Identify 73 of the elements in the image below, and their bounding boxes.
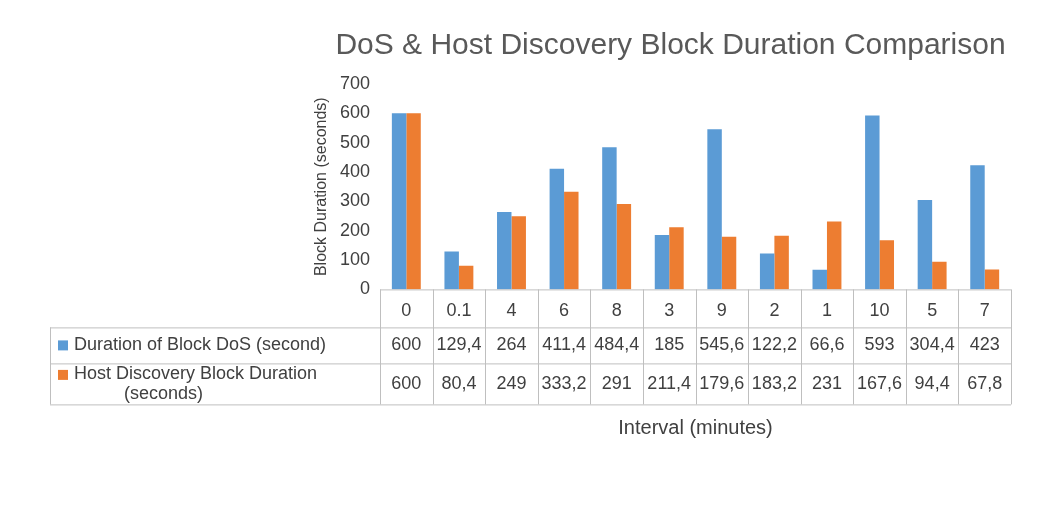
- bar: [602, 147, 617, 290]
- legend-label: Host Discovery Block Duration (seconds): [74, 362, 318, 403]
- bar: [654, 235, 670, 290]
- y-tick-label: 700: [339, 72, 371, 93]
- chart-title: DoS & Host Discovery Block Duration Comparison: [335, 27, 1006, 61]
- data-label: 593: [864, 334, 895, 355]
- bar: [391, 113, 407, 290]
- data-label: 600: [391, 372, 422, 393]
- legend-label: Duration of Block DoS (second): [74, 334, 327, 355]
- data-label: 249: [496, 372, 527, 393]
- x-tick-label: 1: [821, 300, 832, 321]
- x-tick-label: 6: [559, 300, 570, 321]
- bar: [984, 269, 1000, 290]
- x-tick-label: 2: [769, 300, 780, 321]
- x-tick-label: 0: [401, 300, 412, 321]
- bar: [549, 168, 565, 290]
- bar: [917, 200, 933, 290]
- x-tick-label: 5: [927, 300, 938, 321]
- data-label: 167,6: [857, 372, 903, 393]
- data-label: 80,4: [441, 372, 477, 393]
- bar: [865, 115, 880, 290]
- data-label: 67,8: [967, 372, 1003, 393]
- data-label: 183,2: [751, 372, 797, 393]
- data-label: 129,4: [436, 334, 482, 355]
- bar: [616, 204, 632, 290]
- bar: [564, 191, 579, 290]
- x-tick-label: 7: [979, 300, 990, 321]
- data-label: 291: [601, 372, 632, 393]
- bar: [458, 265, 474, 290]
- x-tick-label: 4: [506, 300, 517, 321]
- y-tick-label: 0: [360, 278, 371, 299]
- bar: [511, 216, 526, 290]
- data-label: 545,6: [699, 334, 745, 355]
- x-tick-label: 9: [716, 300, 727, 321]
- y-axis-title: Block Duration (seconds): [312, 97, 330, 277]
- y-tick-label: 500: [339, 131, 371, 152]
- bar: [497, 211, 512, 290]
- data-label: 333,2: [541, 372, 587, 393]
- data-label: 231: [811, 372, 842, 393]
- x-tick-label: 3: [664, 300, 675, 321]
- data-label: 484,4: [594, 334, 640, 355]
- data-label: 423: [969, 334, 1000, 355]
- data-label: 211,4: [647, 372, 692, 393]
- data-label: 304,4: [909, 334, 955, 355]
- bar: [826, 221, 842, 290]
- data-label: 185: [654, 334, 685, 355]
- bar: [721, 236, 737, 290]
- bar: [406, 113, 421, 290]
- bar: [707, 129, 722, 290]
- bar: [759, 253, 775, 290]
- bar: [879, 240, 895, 290]
- y-tick-label: 400: [339, 161, 371, 181]
- bar: [774, 235, 789, 290]
- y-tick-label: 100: [339, 249, 371, 270]
- data-label: 411,4: [542, 334, 586, 355]
- x-tick-label: 8: [611, 300, 622, 321]
- x-tick-label: 0.1: [446, 300, 472, 321]
- bar: [970, 165, 985, 290]
- bar: [669, 227, 684, 290]
- bar: [932, 261, 947, 290]
- data-label: 264: [496, 334, 527, 355]
- bar: [444, 251, 459, 290]
- y-tick-label: 200: [339, 219, 371, 240]
- data-label: 122,2: [751, 334, 797, 355]
- y-tick-label: 600: [339, 102, 371, 123]
- bar: [812, 269, 827, 290]
- y-tick-label: 300: [339, 190, 371, 211]
- data-label: 179,6: [699, 372, 745, 393]
- x-tick-label: 10: [869, 300, 890, 321]
- data-label: 94,4: [914, 372, 950, 393]
- data-label: 600: [391, 334, 422, 355]
- x-axis-title: Interval (minutes): [618, 415, 773, 438]
- data-label: 66,6: [809, 334, 845, 355]
